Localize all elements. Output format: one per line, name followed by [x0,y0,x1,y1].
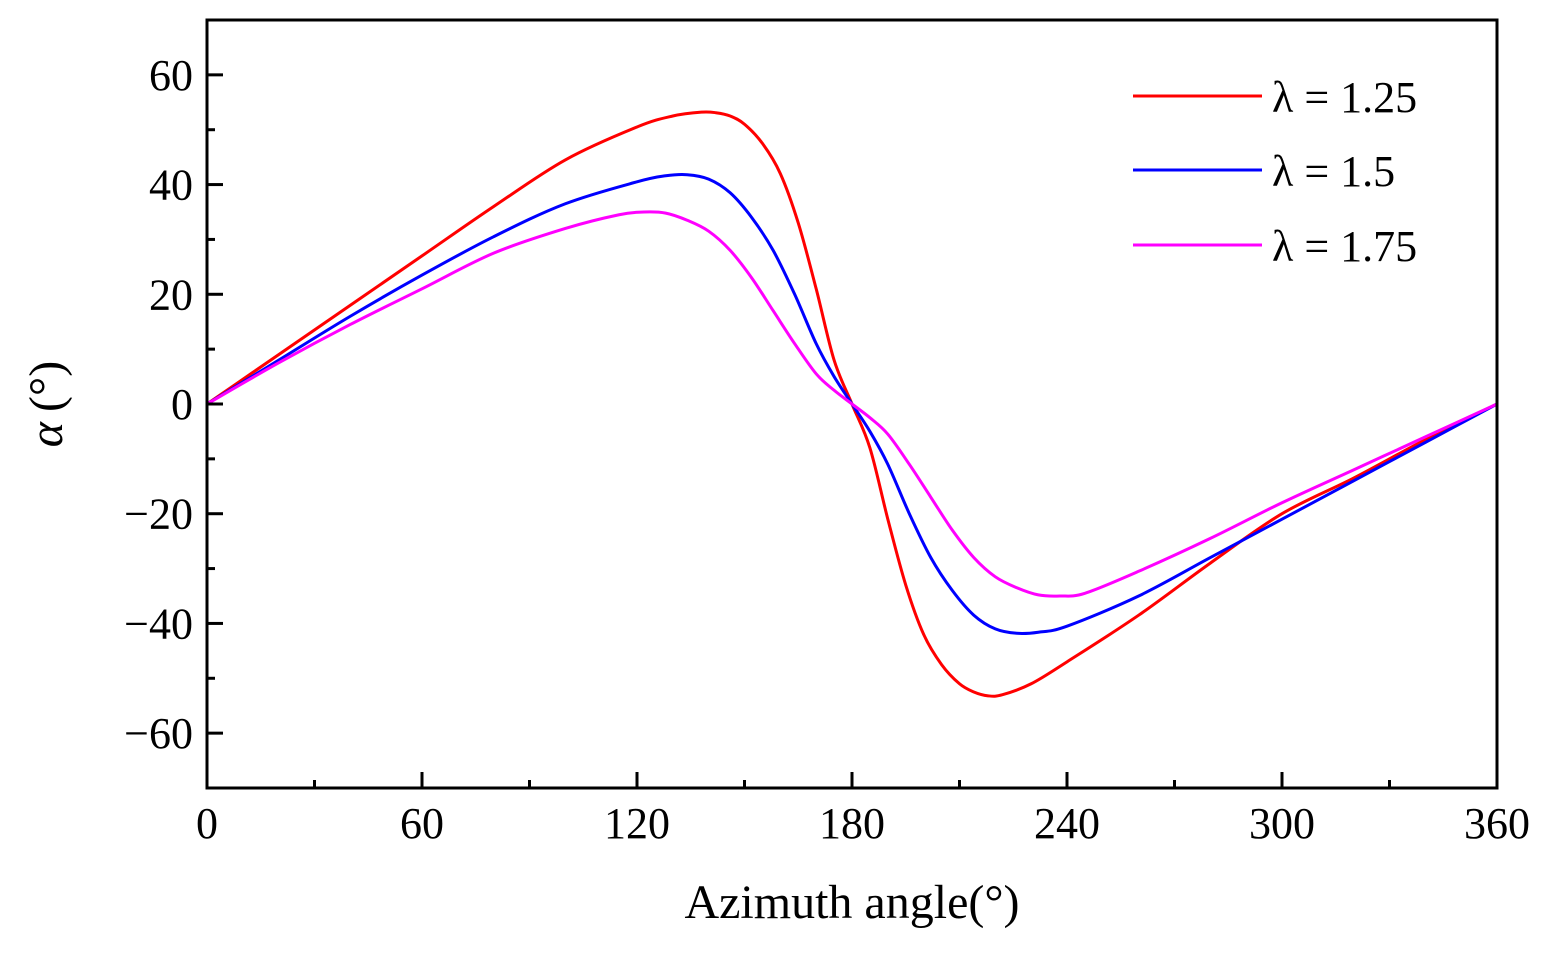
x-axis-title: Azimuth angle(°) [684,876,1019,929]
y-tick-label: −20 [124,490,193,539]
legend: λ = 1.25 λ = 1.5 λ = 1.75 [1133,73,1417,271]
legend-label-1: λ = 1.5 [1272,147,1395,196]
series-line-2 [206,210,1498,598]
y-axis-title: α (°) [20,361,73,447]
y-tick-label: 20 [149,270,193,319]
y-tick-label: 60 [149,51,193,100]
series-layer [206,110,1498,698]
x-tick-label: 60 [400,799,444,848]
legend-label-0: λ = 1.25 [1272,73,1417,122]
x-tick-label: 300 [1249,799,1315,848]
y-tick-label: −60 [124,709,193,758]
ticks-layer [205,73,1499,788]
y-axis-symbol: α [20,421,73,447]
y-tick-label: 0 [171,380,193,429]
y-tick-label: 40 [149,161,193,210]
x-tick-label: 240 [1034,799,1100,848]
x-tick-label: 120 [604,799,670,848]
x-tick-label: 0 [196,799,218,848]
tick-labels-layer: 0 60 120 180 240 300 360 60 40 20 0 −20 −40 −60 [124,51,1530,848]
legend-label-2: λ = 1.75 [1272,222,1417,271]
x-tick-label: 360 [1464,799,1530,848]
y-axis-unit: (°) [20,361,73,412]
y-tick-label: −40 [124,599,193,648]
x-tick-label: 180 [819,799,885,848]
